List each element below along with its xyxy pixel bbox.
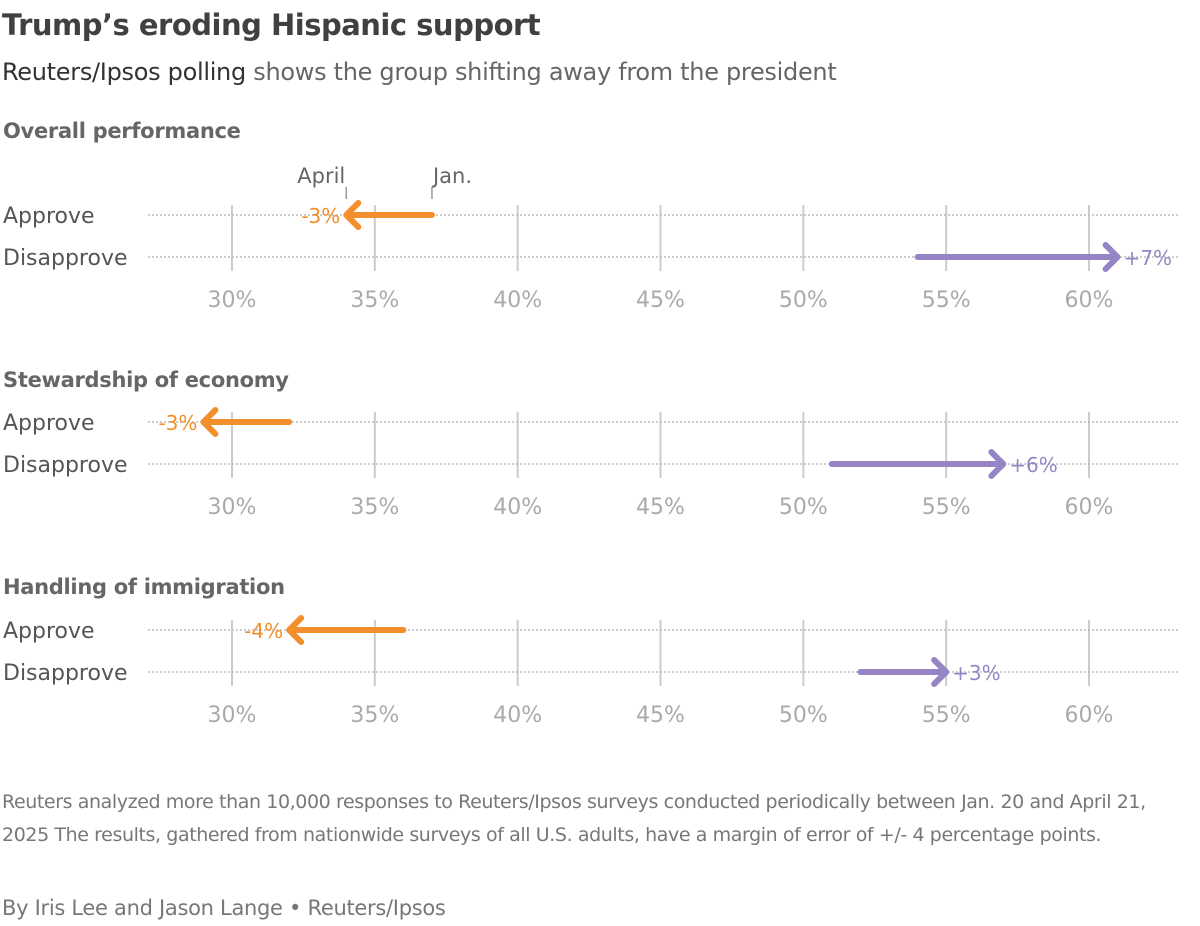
subtitle-source: Reuters/Ipsos polling xyxy=(2,58,246,86)
x-tick-label: 35% xyxy=(350,703,399,728)
x-tick-label: 55% xyxy=(922,288,971,313)
chart-title: Trump’s eroding Hispanic support xyxy=(2,8,541,42)
methodology-note: Reuters analyzed more than 10,000 respon… xyxy=(2,791,1146,846)
april-annotation: April xyxy=(297,164,345,188)
panel-title-overall: Overall performance xyxy=(3,119,241,143)
change-arrow-head xyxy=(988,449,1007,479)
row-label: Approve xyxy=(3,411,95,436)
chart-subtitle: Reuters/Ipsos polling shows the group sh… xyxy=(2,58,837,86)
change-label: -3% xyxy=(301,204,340,228)
row-label: Disapprove xyxy=(3,661,128,686)
jan-annotation: Jan. xyxy=(431,164,472,188)
byline: By Iris Lee and Jason Lange • Reuters/Ip… xyxy=(2,896,446,920)
change-label: -3% xyxy=(158,411,197,435)
x-tick-label: 35% xyxy=(350,495,399,520)
panel-title-immigration: Handling of immigration xyxy=(3,575,285,599)
x-tick-label: 40% xyxy=(493,288,542,313)
x-tick-label: 50% xyxy=(779,495,828,520)
x-tick-label: 60% xyxy=(1065,495,1114,520)
change-arrow-head xyxy=(200,407,219,437)
change-label: +6% xyxy=(1009,453,1058,477)
change-arrow-head xyxy=(286,615,305,645)
x-tick-label: 55% xyxy=(922,703,971,728)
x-tick-label: 60% xyxy=(1065,288,1114,313)
subtitle-text: shows the group shifting away from the p… xyxy=(245,58,837,86)
panel-title-economy: Stewardship of economy xyxy=(3,368,289,392)
x-tick-label: 30% xyxy=(208,703,257,728)
x-tick-label: 30% xyxy=(208,495,257,520)
row-label: Disapprove xyxy=(3,453,128,478)
change-arrow-head xyxy=(931,657,950,687)
change-label: +7% xyxy=(1124,246,1173,270)
x-tick-label: 55% xyxy=(922,495,971,520)
x-tick-label: 40% xyxy=(493,703,542,728)
x-tick-label: 35% xyxy=(350,288,399,313)
x-tick-label: 60% xyxy=(1065,703,1114,728)
row-label: Approve xyxy=(3,619,95,644)
row-label: Disapprove xyxy=(3,246,128,271)
change-arrow-head xyxy=(1102,242,1121,272)
row-label: Approve xyxy=(3,204,95,229)
x-tick-label: 45% xyxy=(636,288,685,313)
change-label: -4% xyxy=(244,619,283,643)
x-tick-label: 40% xyxy=(493,495,542,520)
x-tick-label: 50% xyxy=(779,703,828,728)
change-label: +3% xyxy=(952,661,1001,685)
x-tick-label: 45% xyxy=(636,495,685,520)
arrow-chart: 30% 35% 40% 45% 50% 55% 60% Approve -3% Jan. April… xyxy=(3,164,1178,728)
x-tick-label: 30% xyxy=(208,288,257,313)
x-tick-label: 45% xyxy=(636,703,685,728)
x-tick-label: 50% xyxy=(779,288,828,313)
change-arrow-head xyxy=(343,200,362,230)
